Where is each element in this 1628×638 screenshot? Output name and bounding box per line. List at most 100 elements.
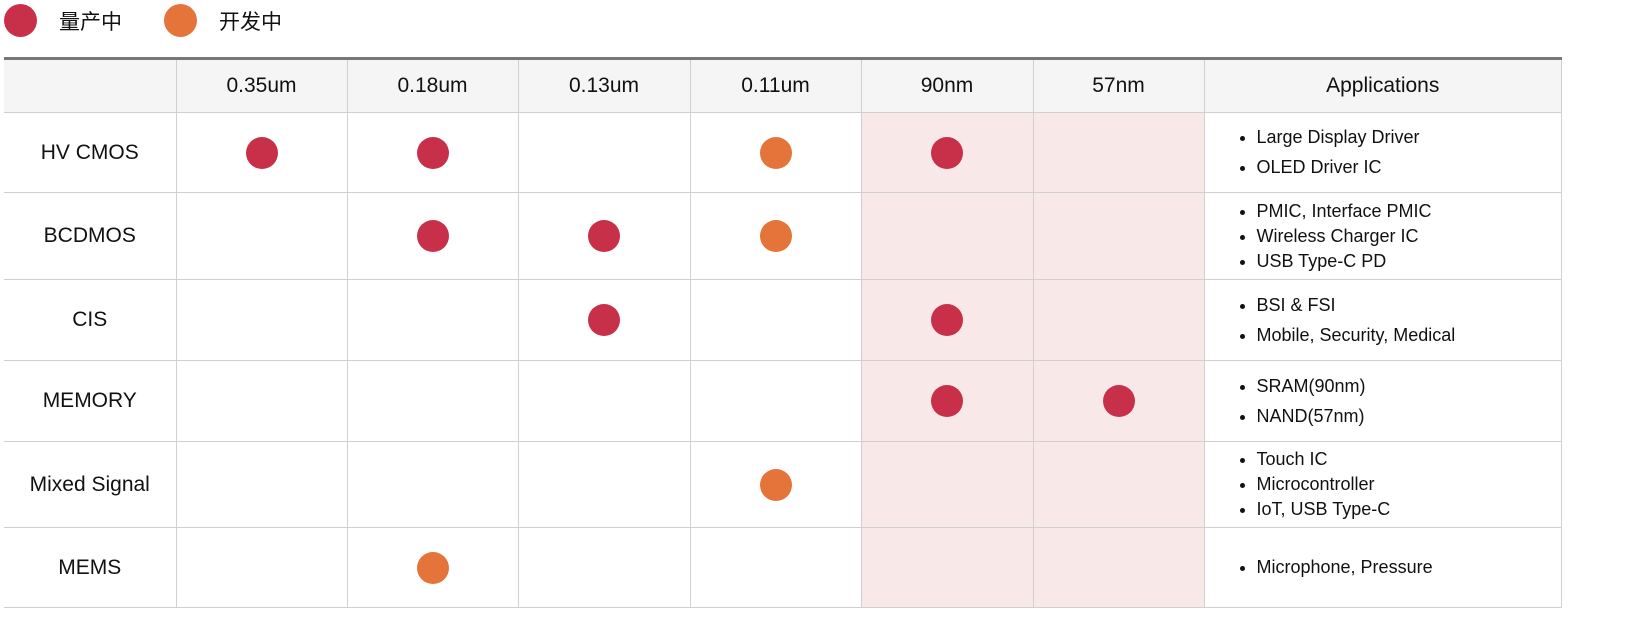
status-cell: [517, 360, 691, 442]
status-cell: [346, 441, 519, 528]
mass-production-dot-icon: [931, 385, 963, 417]
status-cell: [517, 112, 691, 193]
applications-cell: Large Display Driver OLED Driver IC: [1203, 112, 1562, 193]
col-header: 0.35um: [175, 58, 348, 113]
table-row: MEMS Microphone, Pressure: [4, 527, 1562, 608]
col-header: 0.13um: [517, 58, 691, 113]
application-item: PMIC, Interface PMIC: [1257, 199, 1562, 224]
header-corner: [4, 58, 177, 113]
status-cell: [1032, 192, 1205, 280]
status-cell: [517, 441, 691, 528]
col-header: 0.11um: [689, 58, 862, 113]
table-row: Mixed Signal Touch ICMicrocontrollerIoT, …: [4, 441, 1562, 528]
status-cell: [1032, 112, 1205, 193]
col-header: 0.18um: [346, 58, 519, 113]
applications-cell: BSI & FSI Mobile, Security, Medical: [1203, 279, 1562, 361]
col-header: 57nm: [1032, 58, 1205, 113]
in-development-dot-icon: [759, 136, 792, 169]
mass-production-dot-icon: [931, 136, 963, 169]
status-cell: [517, 527, 691, 608]
status-cell: [346, 279, 519, 361]
legend: 量产中 开发中: [4, 4, 324, 37]
status-cell: [860, 441, 1034, 528]
red-dot-icon: [4, 4, 37, 37]
status-cell: [689, 192, 862, 280]
applications-list: BSI & FSI Mobile, Security, Medical: [1233, 293, 1562, 348]
mass-production-dot-icon: [588, 220, 620, 252]
mass-production-dot-icon: [416, 136, 449, 169]
applications-cell: PMIC, Interface PMICWireless Charger ICU…: [1203, 192, 1562, 280]
application-item: Microphone, Pressure: [1257, 555, 1562, 580]
application-item: Microcontroller: [1257, 472, 1562, 497]
applications-cell: Touch ICMicrocontrollerIoT, USB Type-C: [1203, 441, 1562, 528]
status-cell: [860, 192, 1034, 280]
in-development-dot-icon: [759, 220, 792, 252]
status-cell: [517, 279, 691, 361]
applications-list: Large Display Driver OLED Driver IC: [1233, 125, 1562, 180]
applications-list: Touch ICMicrocontrollerIoT, USB Type-C: [1233, 447, 1562, 522]
application-item: IoT, USB Type-C: [1257, 497, 1562, 522]
table-row: CIS BSI & FSI Mobile, Security, Medical: [4, 279, 1562, 361]
application-item: NAND(57nm): [1257, 404, 1562, 429]
status-cell: [689, 279, 862, 361]
status-cell: [689, 112, 862, 193]
row-label: HV CMOS: [4, 112, 177, 193]
header-row: 0.35um 0.18um 0.13um 0.11um 90nm 57nm Ap…: [4, 58, 1562, 113]
status-cell: [860, 112, 1034, 193]
row-label: Mixed Signal: [4, 441, 177, 528]
mass-production-dot-icon: [1102, 385, 1135, 417]
status-cell: [1032, 441, 1205, 528]
process-technology-table: 0.35um 0.18um 0.13um 0.11um 90nm 57nm Ap…: [4, 57, 1562, 608]
col-header: 90nm: [860, 58, 1034, 113]
mass-production-dot-icon: [931, 304, 963, 336]
row-label: MEMORY: [4, 360, 177, 442]
application-item: SRAM(90nm): [1257, 374, 1562, 399]
status-cell: [1032, 360, 1205, 442]
status-cell: [860, 527, 1034, 608]
applications-list: SRAM(90nm) NAND(57nm): [1233, 374, 1562, 429]
orange-dot-icon: [164, 4, 197, 37]
application-item: Wireless Charger IC: [1257, 224, 1562, 249]
status-cell: [346, 527, 519, 608]
applications-list: PMIC, Interface PMICWireless Charger ICU…: [1233, 199, 1562, 274]
status-cell: [517, 192, 691, 280]
status-cell: [175, 360, 348, 442]
table-row: HV CMOS Large Display Driver OLED Driver I…: [4, 112, 1562, 193]
col-header-applications: Applications: [1203, 58, 1562, 113]
application-item: Large Display Driver: [1257, 125, 1562, 150]
status-cell: [175, 527, 348, 608]
status-cell: [175, 441, 348, 528]
table-row: BCDMOS PMIC, Interface PMICWireless Charg…: [4, 192, 1562, 280]
row-label: CIS: [4, 279, 177, 361]
status-cell: [175, 192, 348, 280]
status-cell: [860, 279, 1034, 361]
status-cell: [346, 192, 519, 280]
mass-production-dot-icon: [245, 136, 278, 169]
applications-list: Microphone, Pressure: [1233, 555, 1562, 580]
application-item: OLED Driver IC: [1257, 155, 1562, 180]
status-cell: [1032, 279, 1205, 361]
application-item: USB Type-C PD: [1257, 249, 1562, 274]
legend-mass-production: 量产中: [4, 4, 122, 37]
in-development-dot-icon: [759, 468, 792, 501]
status-cell: [346, 360, 519, 442]
status-cell: [175, 112, 348, 193]
mass-production-dot-icon: [588, 304, 620, 336]
applications-cell: SRAM(90nm) NAND(57nm): [1203, 360, 1562, 442]
mass-production-dot-icon: [416, 220, 449, 252]
status-cell: [1032, 527, 1205, 608]
status-cell: [860, 360, 1034, 442]
legend-in-development: 开发中: [164, 4, 282, 37]
table-row: MEMORY SRAM(90nm) NAND(57nm): [4, 360, 1562, 442]
status-cell: [689, 527, 862, 608]
status-cell: [689, 360, 862, 442]
status-cell: [689, 441, 862, 528]
application-item: Touch IC: [1257, 447, 1562, 472]
application-item: Mobile, Security, Medical: [1257, 323, 1562, 348]
in-development-dot-icon: [416, 551, 449, 584]
row-label: BCDMOS: [4, 192, 177, 280]
legend-label: 量产中: [59, 10, 122, 34]
applications-cell: Microphone, Pressure: [1203, 527, 1562, 608]
legend-label: 开发中: [219, 10, 282, 34]
status-cell: [175, 279, 348, 361]
